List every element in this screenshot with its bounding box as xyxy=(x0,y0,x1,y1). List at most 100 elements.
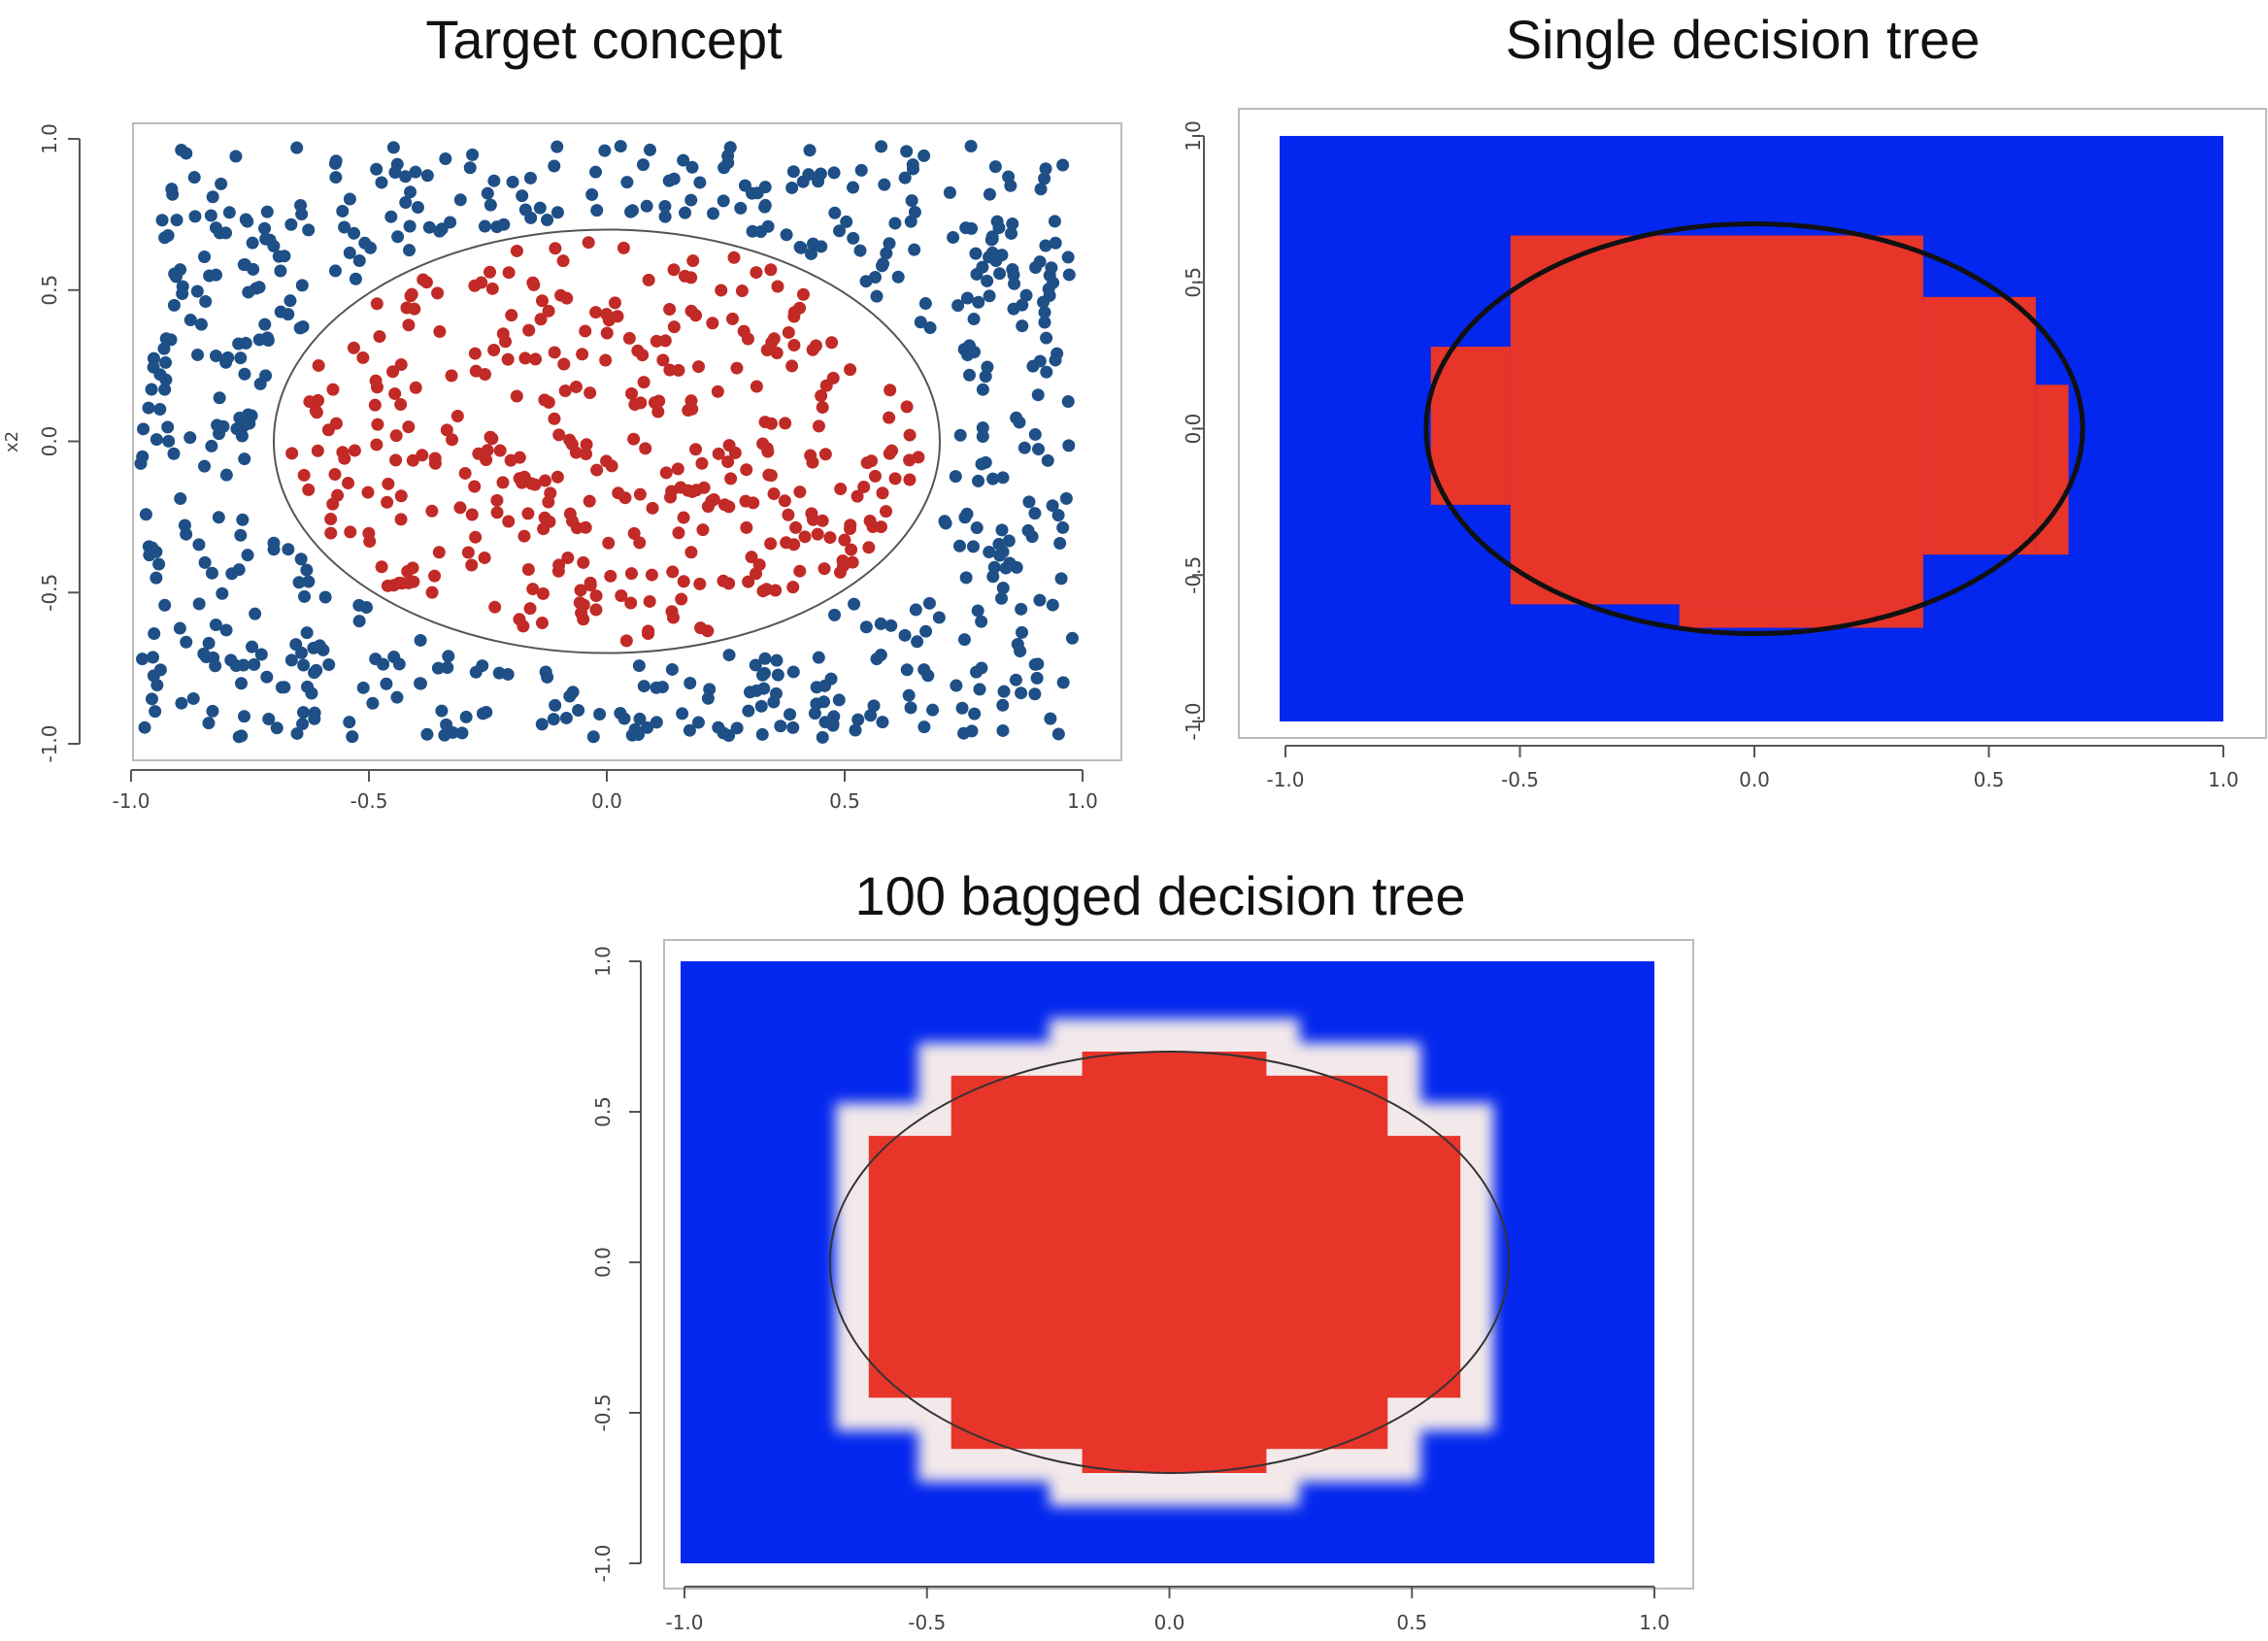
outside-point xyxy=(1046,499,1059,513)
outside-point xyxy=(142,401,155,415)
inside-point xyxy=(628,398,642,412)
outside-point xyxy=(229,150,243,163)
y-axis-label: x2 xyxy=(2,431,22,452)
outside-point xyxy=(150,433,163,447)
inside-point xyxy=(671,462,684,476)
outside-point xyxy=(1002,534,1016,548)
outside-point xyxy=(828,608,842,621)
outside-point xyxy=(202,636,216,650)
inside-point xyxy=(446,433,459,447)
outside-point xyxy=(712,720,725,734)
x-tick-label: 0.0 xyxy=(1739,768,1770,791)
outside-point xyxy=(153,402,167,416)
inside-point xyxy=(554,288,568,302)
y-tick-label: 1.0 xyxy=(591,946,615,977)
outside-point xyxy=(209,619,222,632)
y-tick-label: 0.5 xyxy=(1182,267,1205,298)
inside-point xyxy=(762,468,776,482)
inside-point xyxy=(368,398,382,412)
inside-point xyxy=(666,565,680,579)
inside-point xyxy=(695,456,709,470)
outside-point xyxy=(816,730,829,744)
y-tick-label: 0.0 xyxy=(38,426,61,457)
outside-point xyxy=(923,321,937,335)
target-boundary-ellipse xyxy=(273,228,941,654)
inside-point xyxy=(445,369,458,383)
outside-point xyxy=(249,607,262,620)
outside-point xyxy=(167,447,181,460)
inside-point xyxy=(490,493,504,507)
outside-point xyxy=(1056,520,1070,534)
outside-point xyxy=(275,681,288,694)
outside-point xyxy=(346,730,359,744)
outside-point xyxy=(906,162,919,176)
inside-point xyxy=(730,361,744,375)
inside-point xyxy=(310,406,323,419)
outside-point xyxy=(1061,251,1075,264)
inside-point xyxy=(677,511,690,524)
outside-point xyxy=(439,151,452,165)
outside-point xyxy=(258,221,272,235)
inside-point xyxy=(837,559,850,573)
inside-point xyxy=(684,546,698,559)
outside-point xyxy=(238,452,251,466)
inside-point xyxy=(602,536,616,550)
inside-point xyxy=(826,371,840,385)
axes: -1.0 -0.5 0.0 0.5 1.0 -1.0 -0.5 0.0 0.5 1.0 xyxy=(38,123,1098,813)
inside-point xyxy=(404,289,417,303)
inside-point xyxy=(645,568,658,582)
inside-point xyxy=(468,480,482,493)
outside-point xyxy=(1041,453,1054,467)
outside-point xyxy=(976,421,989,435)
outside-point xyxy=(1038,316,1051,329)
outside-point xyxy=(241,549,254,562)
outside-point xyxy=(338,220,351,234)
outside-point xyxy=(318,590,332,604)
inside-point xyxy=(633,536,647,550)
inside-point xyxy=(605,459,618,473)
outside-point xyxy=(874,649,887,662)
outside-point xyxy=(905,194,918,208)
inside-point xyxy=(381,579,394,592)
inside-point xyxy=(912,451,925,464)
inside-point xyxy=(639,442,652,455)
inside-point xyxy=(389,453,403,467)
outside-point xyxy=(932,611,946,624)
inside-point xyxy=(727,251,741,264)
y-tick-label: -0.5 xyxy=(1182,556,1205,594)
outside-point xyxy=(205,439,218,452)
outside-point xyxy=(864,709,878,722)
inside-point xyxy=(823,531,837,545)
y-tick-label: -1.0 xyxy=(591,1544,615,1582)
outside-point xyxy=(650,681,663,694)
outside-point xyxy=(391,230,405,244)
outside-point xyxy=(1028,657,1042,671)
outside-point xyxy=(343,246,356,259)
outside-point xyxy=(900,663,914,677)
y-tick-label: 0.5 xyxy=(591,1096,615,1127)
inside-point xyxy=(642,273,655,286)
inside-point xyxy=(542,395,555,409)
inside-point xyxy=(771,280,784,293)
outside-point xyxy=(981,360,994,374)
outside-point xyxy=(153,663,167,677)
outside-point xyxy=(676,707,689,720)
outside-point xyxy=(453,193,467,207)
inside-point xyxy=(493,444,507,457)
inside-point xyxy=(741,332,754,346)
inside-point xyxy=(658,334,672,348)
outside-point xyxy=(876,259,889,273)
inside-point xyxy=(584,386,597,400)
outside-point xyxy=(722,649,736,662)
outside-point xyxy=(348,226,361,240)
outside-point xyxy=(375,176,388,189)
inside-point xyxy=(705,494,718,508)
outside-point xyxy=(1017,441,1031,454)
inside-point xyxy=(329,417,343,430)
outside-point xyxy=(206,704,219,718)
outside-point xyxy=(961,349,975,362)
inside-point xyxy=(868,469,882,483)
tree-leaf-region xyxy=(1510,235,1923,605)
outside-point xyxy=(995,523,1009,537)
outside-point xyxy=(969,247,983,260)
